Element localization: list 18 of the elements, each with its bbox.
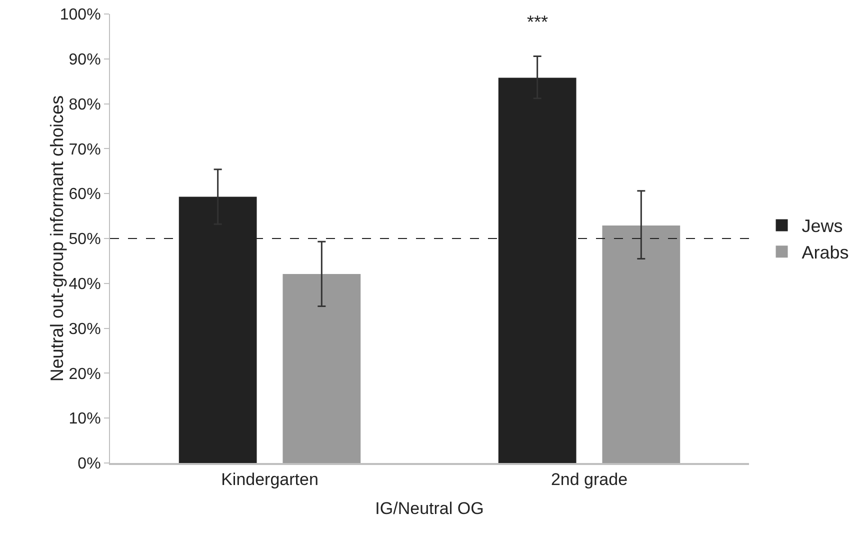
y-tick-label: 90%	[68, 52, 101, 68]
y-tick-label: 40%	[68, 276, 101, 293]
y-tick-label: 80%	[68, 96, 101, 114]
legend-label: Jews	[802, 216, 843, 236]
y-tick-label: 60%	[68, 186, 101, 204]
y-tick-label: 0%	[78, 456, 101, 473]
x-axis-title: IG/Neutral OG	[375, 499, 484, 518]
x-tick-label: Kindergarten	[221, 470, 318, 490]
x-tick-label: 2nd grade	[550, 470, 628, 490]
y-tick-label: 70%	[68, 141, 101, 158]
y-tick-label: 100%	[60, 6, 101, 24]
y-tick-label: 10%	[68, 410, 101, 428]
y-tick-label: 30%	[68, 320, 101, 338]
legend-label: Arabs	[802, 242, 849, 263]
y-tick-label: 50%	[68, 231, 101, 248]
annotation: ***	[527, 12, 548, 32]
y-axis-title: Neutral out-group informant choices	[46, 95, 67, 382]
y-tick-label: 20%	[68, 366, 101, 383]
